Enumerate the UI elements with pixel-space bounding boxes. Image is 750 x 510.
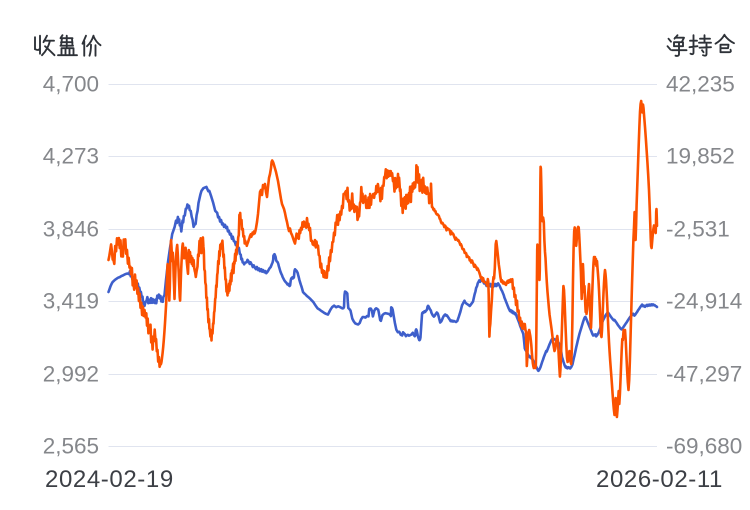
svg-text:2,992: 2,992 (43, 362, 99, 387)
svg-text:-47,297: -47,297 (666, 362, 742, 387)
svg-text:2024-02-19: 2024-02-19 (45, 466, 174, 493)
svg-text:42,235: 42,235 (666, 72, 735, 97)
svg-text:19,852: 19,852 (666, 144, 735, 169)
svg-text:2026-02-11: 2026-02-11 (596, 466, 723, 493)
svg-text:4,700: 4,700 (43, 72, 99, 97)
svg-text:3,846: 3,846 (43, 217, 99, 242)
svg-text:2,565: 2,565 (43, 434, 99, 459)
svg-text:3,419: 3,419 (43, 289, 99, 314)
svg-text:4,273: 4,273 (43, 144, 99, 169)
svg-text:-24,914: -24,914 (666, 289, 742, 314)
svg-text:-69,680: -69,680 (666, 434, 742, 459)
svg-text:-2,531: -2,531 (666, 217, 730, 242)
